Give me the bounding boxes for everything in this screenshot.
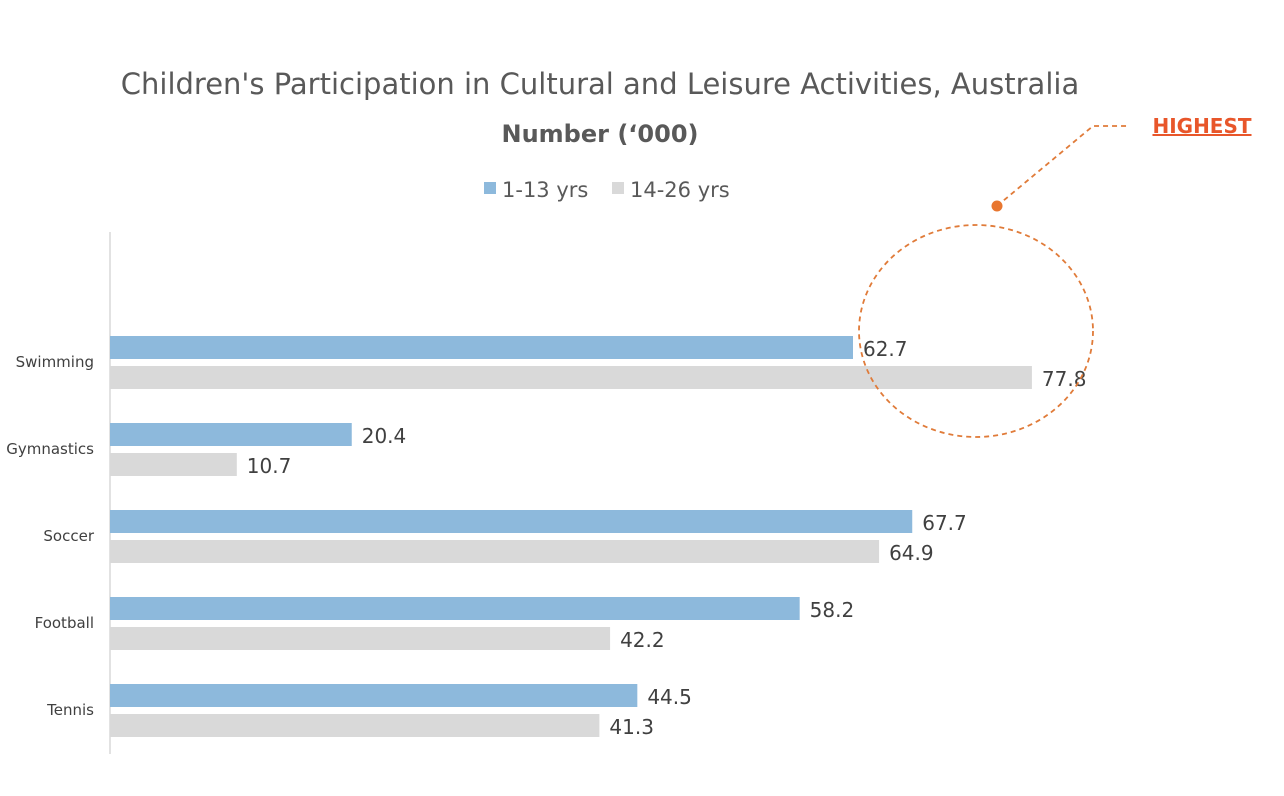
- bars-group: [110, 336, 1032, 737]
- value-label-football-series-1: 58.2: [810, 598, 855, 622]
- value-label-football-series-2: 42.2: [620, 628, 665, 652]
- bar-gymnastics-series-2: [110, 453, 237, 476]
- category-labels: Swimming Gymnastics Soccer Football Tennis: [6, 353, 95, 719]
- value-label-tennis-series-1: 44.5: [647, 685, 692, 709]
- callout-leader-line: [996, 125, 1127, 207]
- value-label-tennis-series-2: 41.3: [609, 715, 654, 739]
- legend-label-series-2: 14-26 yrs: [630, 178, 730, 202]
- category-label-football: Football: [35, 614, 94, 632]
- value-label-gymnastics-series-1: 20.4: [362, 424, 407, 448]
- legend-label-series-1: 1-13 yrs: [502, 178, 588, 202]
- value-label-gymnastics-series-2: 10.7: [247, 454, 292, 478]
- category-label-soccer: Soccer: [43, 527, 94, 545]
- value-labels: 62.7 77.8 20.4 10.7 67.7 64.9 58.2 42.2 44.5 41.3: [247, 337, 1087, 739]
- bar-swimming-series-1: [110, 336, 853, 359]
- highlight-circle: [858, 224, 1094, 438]
- value-label-swimming-series-1: 62.7: [863, 337, 908, 361]
- callout-label: HIGHEST: [1152, 114, 1251, 138]
- category-label-gymnastics: Gymnastics: [6, 440, 94, 458]
- bar-gymnastics-series-1: [110, 423, 352, 446]
- legend-swatch-series-2: [612, 182, 624, 194]
- bar-swimming-series-2: [110, 366, 1032, 389]
- value-label-soccer-series-2: 64.9: [889, 541, 934, 565]
- value-label-swimming-series-2: 77.8: [1042, 367, 1087, 391]
- bar-football-series-2: [110, 627, 611, 650]
- chart-subtitle: Number (‘000): [502, 120, 699, 148]
- category-label-tennis: Tennis: [46, 701, 94, 719]
- bar-football-series-1: [110, 597, 800, 620]
- bar-soccer-series-1: [110, 510, 913, 533]
- bar-soccer-series-2: [110, 540, 880, 563]
- legend: 1-13 yrs 14-26 yrs: [484, 178, 730, 202]
- bar-tennis-series-1: [110, 684, 638, 707]
- legend-swatch-series-1: [484, 182, 496, 194]
- chart-title: Children's Participation in Cultural and…: [121, 67, 1079, 101]
- value-label-soccer-series-1: 67.7: [922, 511, 967, 535]
- bar-tennis-series-2: [110, 714, 600, 737]
- category-label-swimming: Swimming: [16, 353, 94, 371]
- highest-callout: HIGHEST: [858, 114, 1252, 438]
- callout-marker-dot: [991, 200, 1003, 212]
